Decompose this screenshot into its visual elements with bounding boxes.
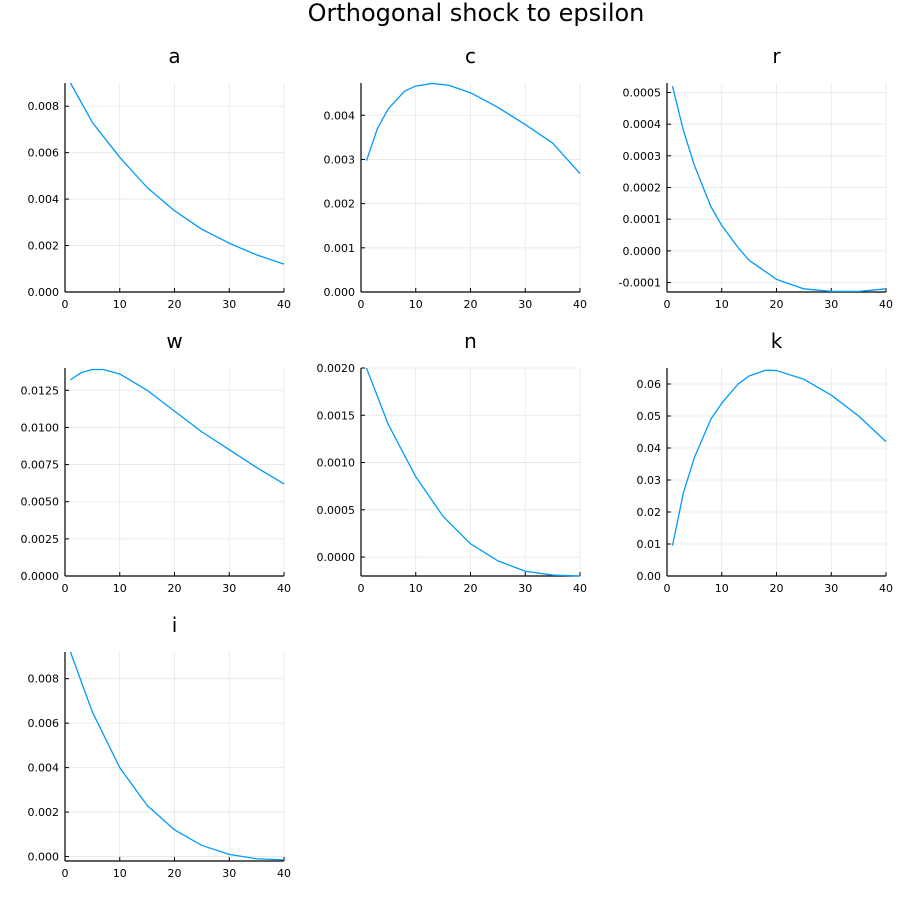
panel-r: r 0 10 20 30 40 -0.0001 0.0000 0.0001 0.0002 0.000…	[619, 44, 893, 311]
y-tick-label: 0.0050	[21, 496, 60, 509]
y-tick-label: 0.02	[637, 506, 662, 519]
x-tick-label: 10	[113, 582, 127, 595]
series-line	[365, 367, 581, 577]
x-tick-label: 40	[573, 582, 587, 595]
x-tick-label: 40	[879, 582, 893, 595]
y-tick-label: -0.0001	[619, 277, 661, 290]
panel-title: c	[465, 44, 476, 68]
x-tick-label: 30	[222, 867, 236, 880]
y-tick-label: 0.004	[324, 109, 356, 122]
y-tick-label: 0.04	[637, 442, 662, 455]
x-tick-label: 30	[518, 298, 532, 311]
x-tick-label: 0	[62, 582, 69, 595]
y-tick-label: 0.0020	[317, 362, 356, 375]
x-tick-label: 30	[518, 582, 532, 595]
x-tick-label: 0	[664, 582, 671, 595]
x-tick-label: 20	[464, 582, 478, 595]
panel-title: r	[772, 44, 781, 68]
x-tick-label: 0	[664, 298, 671, 311]
panel-c: c 0 10 20 30 40 0.000 0.001 0.002 0.003 0.004	[324, 44, 588, 311]
x-tick-label: 40	[573, 298, 587, 311]
panel-title: n	[464, 329, 477, 353]
series-line	[671, 369, 887, 546]
series-line	[365, 82, 581, 175]
y-tick-label: 0.003	[324, 153, 356, 166]
y-tick-label: 0.00	[637, 570, 662, 583]
x-tick-label: 0	[358, 582, 365, 595]
x-tick-label: 20	[464, 298, 478, 311]
x-tick-label: 20	[770, 582, 784, 595]
x-tick-label: 30	[824, 582, 838, 595]
x-tick-label: 10	[409, 298, 423, 311]
x-tick-label: 20	[770, 298, 784, 311]
y-tick-label: 0.0010	[317, 457, 356, 470]
panel-i: i 0 10 20 30 40 0.000 0.002 0.004 0.006 0.008	[28, 613, 292, 880]
y-tick-label: 0.0000	[21, 570, 60, 583]
y-tick-label: 0.0015	[317, 409, 356, 422]
x-tick-label: 0	[62, 298, 69, 311]
x-tick-label: 40	[277, 582, 291, 595]
x-tick-label: 10	[113, 867, 127, 880]
panel-w: w 0 10 20 30 40 0.0000 0.0025 0.0050 0.0075 0.0100…	[21, 329, 292, 595]
y-tick-label: 0.0000	[317, 551, 356, 564]
x-tick-label: 20	[168, 582, 182, 595]
x-tick-label: 40	[277, 867, 291, 880]
y-tick-label: 0.0001	[623, 213, 662, 226]
y-tick-label: 0.000	[28, 286, 60, 299]
y-tick-label: 0.000	[324, 286, 356, 299]
y-tick-label: 0.0125	[21, 384, 60, 397]
y-tick-label: 0.0003	[623, 150, 662, 163]
y-tick-label: 0.004	[28, 762, 60, 775]
y-tick-label: 0.006	[28, 147, 60, 160]
y-tick-label: 0.0100	[21, 421, 60, 434]
x-tick-label: 10	[409, 582, 423, 595]
y-tick-label: 0.008	[28, 100, 60, 113]
y-tick-label: 0.006	[28, 717, 60, 730]
y-tick-label: 0.05	[637, 410, 662, 423]
y-tick-label: 0.0005	[317, 504, 356, 517]
panel-k: k 0 10 20 30 40 0.00 0.01 0.02 0.03 0.04 0.05 0.06	[637, 329, 894, 595]
x-tick-label: 20	[168, 867, 182, 880]
y-tick-label: 0.001	[324, 242, 356, 255]
y-tick-label: 0.06	[637, 378, 662, 391]
x-tick-label: 20	[168, 298, 182, 311]
y-tick-label: 0.0000	[623, 245, 662, 258]
y-tick-label: 0.002	[28, 240, 60, 253]
y-tick-label: 0.0025	[21, 533, 60, 546]
panel-a: a 0 10 20 30 40 0.000 0.002 0.004 0.006 0.008	[28, 44, 292, 311]
x-tick-label: 10	[715, 582, 729, 595]
y-tick-label: 0.01	[637, 538, 662, 551]
x-tick-label: 30	[222, 582, 236, 595]
y-tick-label: 0.004	[28, 193, 60, 206]
y-tick-label: 0.0002	[623, 182, 662, 195]
y-tick-label: 0.000	[28, 851, 60, 864]
x-tick-label: 40	[277, 298, 291, 311]
x-tick-label: 10	[715, 298, 729, 311]
y-tick-label: 0.002	[28, 806, 60, 819]
series-line	[69, 651, 285, 861]
x-tick-label: 30	[824, 298, 838, 311]
y-tick-label: 0.03	[637, 474, 662, 487]
panel-title: a	[168, 44, 180, 68]
y-tick-label: 0.008	[28, 673, 60, 686]
y-tick-label: 0.002	[324, 198, 356, 211]
x-tick-label: 0	[62, 867, 69, 880]
x-tick-label: 10	[113, 298, 127, 311]
x-tick-label: 0	[358, 298, 365, 311]
panel-title: k	[771, 329, 783, 353]
y-tick-label: 0.0005	[623, 87, 662, 100]
x-tick-label: 40	[879, 298, 893, 311]
series-line	[69, 82, 285, 265]
panel-title: i	[172, 613, 178, 637]
figure-title: Orthogonal shock to epsilon	[308, 0, 645, 27]
panel-title: w	[166, 329, 182, 353]
panel-n: n 0 10 20 30 40 0.0000 0.0005 0.0010 0.0015 0.0020	[317, 329, 588, 595]
y-tick-label: 0.0075	[21, 459, 60, 472]
y-tick-label: 0.0004	[623, 118, 662, 131]
x-tick-label: 30	[222, 298, 236, 311]
series-line	[70, 368, 285, 485]
series-line	[671, 86, 887, 293]
